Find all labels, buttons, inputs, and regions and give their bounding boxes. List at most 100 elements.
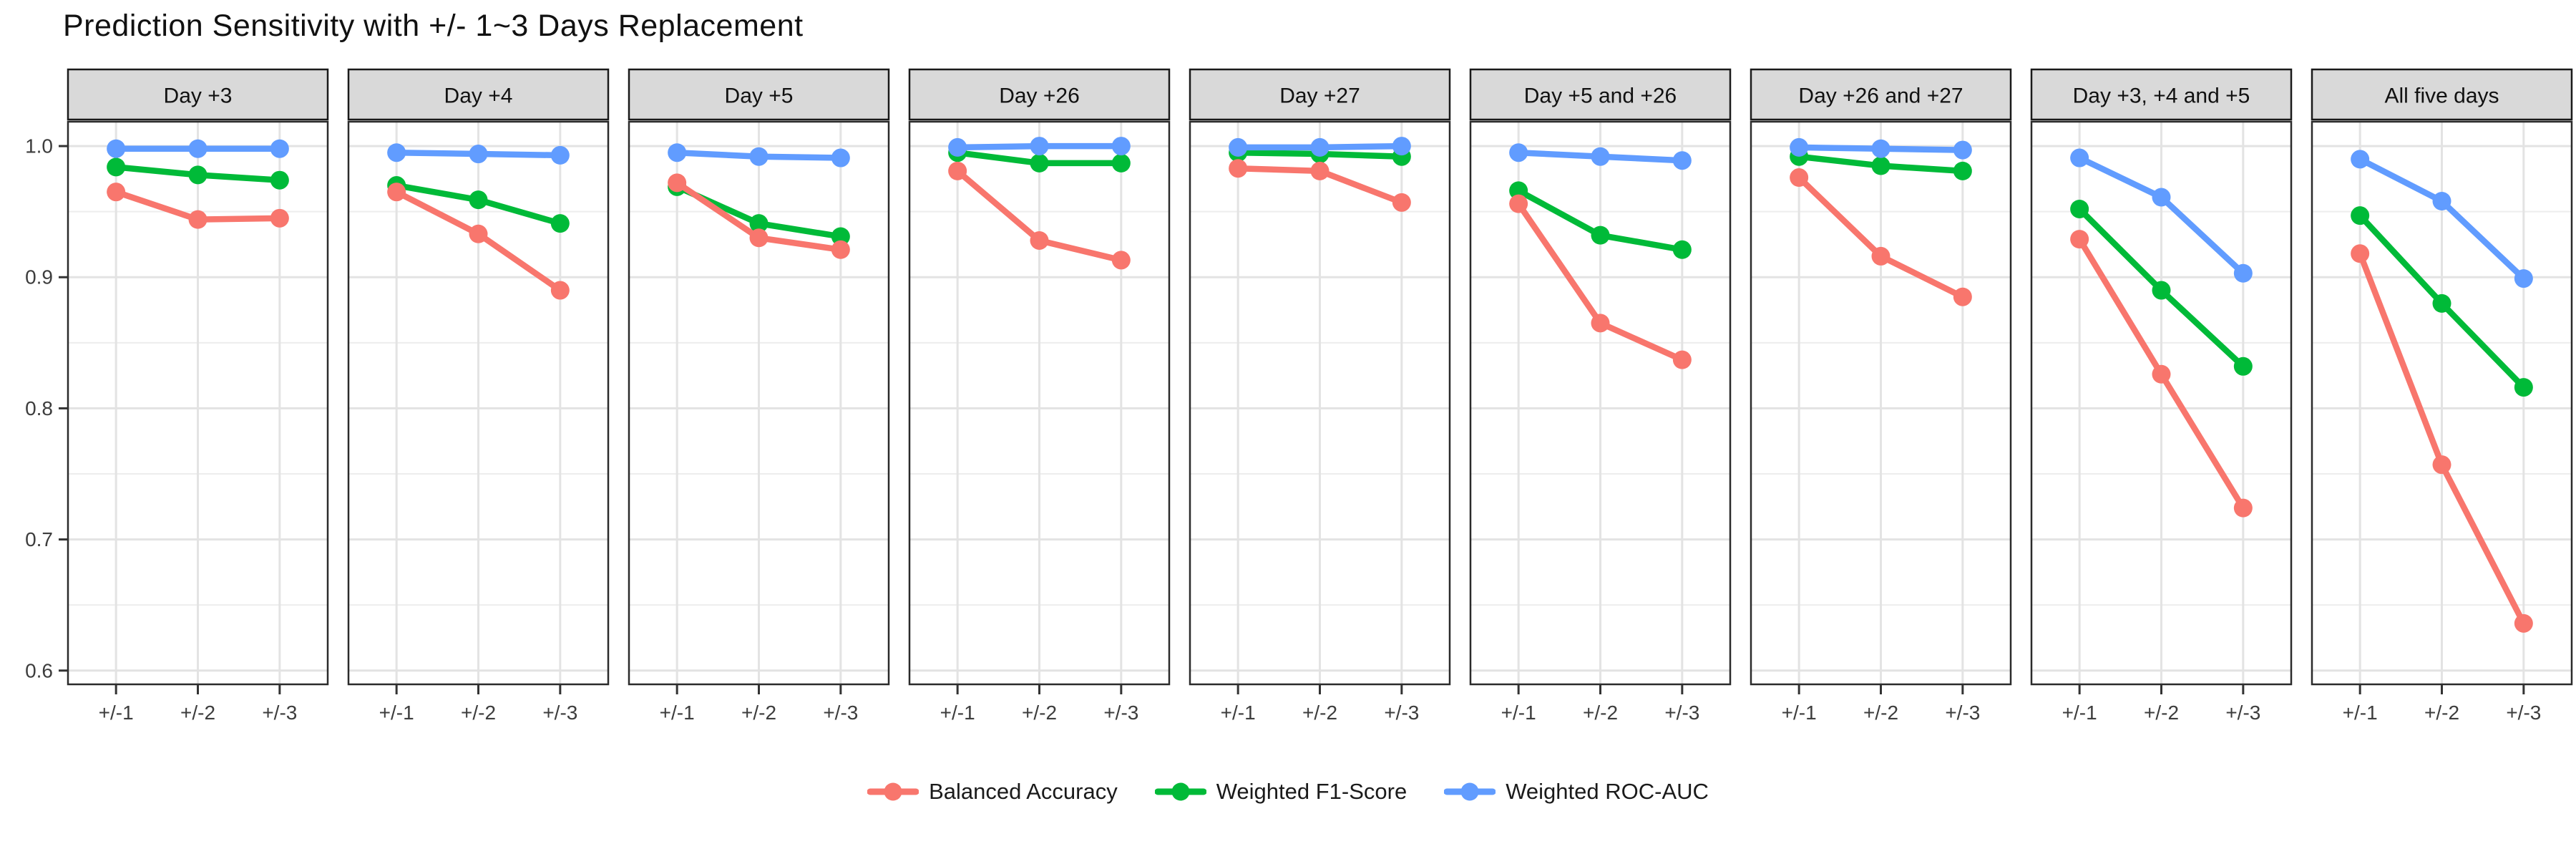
x-tick-label: +/-3 (1384, 702, 1419, 724)
data-point (1030, 230, 1049, 250)
chart-legend: Balanced Accuracy Weighted F1-Score Weight… (0, 779, 2576, 805)
data-point (2070, 230, 2089, 249)
data-point (1953, 140, 1972, 160)
legend-label: Weighted F1-Score (1216, 779, 1407, 804)
data-point (1509, 194, 1528, 213)
x-tick-label: +/-1 (2062, 702, 2097, 724)
data-point (1111, 137, 1131, 156)
y-tick-label: 0.7 (25, 528, 53, 550)
data-point (469, 190, 488, 210)
data-point (1591, 147, 1610, 166)
data-point (1111, 153, 1131, 173)
y-tick-label: 0.8 (25, 397, 53, 419)
data-point (1111, 251, 1131, 270)
facet-label: Day +26 (999, 84, 1080, 108)
x-tick-label: +/-1 (379, 702, 414, 724)
facet-panel: Day +3, +4 and +5 +/-1 +/-2 +/-3 (2030, 68, 2293, 724)
facet-label: Day +4 (444, 84, 513, 108)
data-point (1790, 137, 1809, 157)
facet-strip (347, 68, 610, 121)
facet-strip (67, 68, 329, 121)
data-point (2152, 281, 2171, 300)
x-tick-label: +/-2 (2144, 702, 2179, 724)
facet-strip (1469, 68, 1732, 121)
data-point (2514, 378, 2533, 397)
data-point (270, 170, 289, 190)
data-point (270, 208, 289, 228)
data-point (1790, 168, 1809, 188)
data-point (270, 139, 289, 158)
x-tick-label: +/-2 (180, 702, 215, 724)
x-tick-label: +/-3 (1945, 702, 1980, 724)
data-point (1871, 246, 1890, 266)
data-point (387, 143, 406, 162)
facet-label: Day +3 (164, 84, 233, 108)
facet-strip (2311, 68, 2573, 121)
facet-panel: Day +26 and +27 +/-1 +/-2 +/-3 (1750, 68, 2012, 724)
data-point (387, 183, 406, 202)
x-tick-label: +/-1 (940, 702, 975, 724)
data-point (1229, 137, 1248, 157)
facet-strip (1750, 68, 2012, 121)
data-point (2432, 192, 2451, 211)
facet-label: All five days (2384, 84, 2499, 108)
x-tick-label: +/-2 (1863, 702, 1898, 724)
data-point (2514, 269, 2533, 288)
data-point (188, 165, 208, 185)
x-tick-label: +/-1 (660, 702, 695, 724)
data-point (550, 145, 570, 165)
data-point (2351, 206, 2370, 225)
data-point (749, 214, 769, 233)
x-tick-label: +/-2 (1022, 702, 1057, 724)
data-point (1509, 143, 1528, 162)
data-point (831, 148, 850, 168)
data-point (107, 139, 126, 158)
data-point (2514, 613, 2533, 633)
data-point (1953, 287, 1972, 306)
data-point (1672, 151, 1692, 170)
data-point (1030, 137, 1049, 156)
data-point (550, 214, 570, 233)
data-point (188, 210, 208, 229)
facet-strip (2030, 68, 2293, 121)
x-tick-label: +/-3 (2506, 702, 2541, 724)
data-point (948, 137, 967, 157)
facet-strip (1189, 68, 1451, 121)
x-tick-label: +/-3 (2225, 702, 2260, 724)
facet-label: Day +5 and +26 (1524, 84, 1677, 108)
facet-label: Day +27 (1279, 84, 1360, 108)
data-point (107, 183, 126, 202)
data-point (1392, 193, 1411, 212)
data-point (2432, 293, 2451, 313)
x-tick-label: +/-1 (1221, 702, 1256, 724)
legend-key-icon (1444, 782, 1496, 801)
facet-panel: Day +26 +/-1 +/-2 +/-3 (908, 68, 1171, 724)
facet-panel: Day +27 +/-1 +/-2 +/-3 (1189, 68, 1451, 724)
data-point (831, 240, 850, 259)
x-tick-label: +/-1 (1782, 702, 1817, 724)
legend-label: Balanced Accuracy (929, 779, 1118, 804)
x-tick-label: +/-2 (461, 702, 496, 724)
x-tick-label: +/-1 (99, 702, 134, 724)
data-point (948, 161, 967, 180)
legend-item: Balanced Accuracy (867, 779, 1118, 805)
facet-label: Day +5 (725, 84, 794, 108)
y-tick-label: 0.9 (25, 266, 53, 288)
legend-key-icon (1154, 782, 1206, 801)
data-point (469, 224, 488, 243)
x-tick-label: +/-2 (1583, 702, 1618, 724)
x-tick-label: +/-3 (542, 702, 577, 724)
data-point (2070, 199, 2089, 218)
data-point (2432, 455, 2451, 475)
facet-panel: Day +4 +/-1 +/-2 +/-3 (347, 68, 610, 724)
data-point (1672, 240, 1692, 259)
data-point (1591, 314, 1610, 333)
data-point (1509, 181, 1528, 200)
data-point (2070, 148, 2089, 168)
data-point (2351, 150, 2370, 169)
data-point (2152, 188, 2171, 207)
legend-item: Weighted F1-Score (1154, 779, 1407, 805)
data-point (1310, 137, 1330, 157)
data-point (2233, 498, 2253, 518)
